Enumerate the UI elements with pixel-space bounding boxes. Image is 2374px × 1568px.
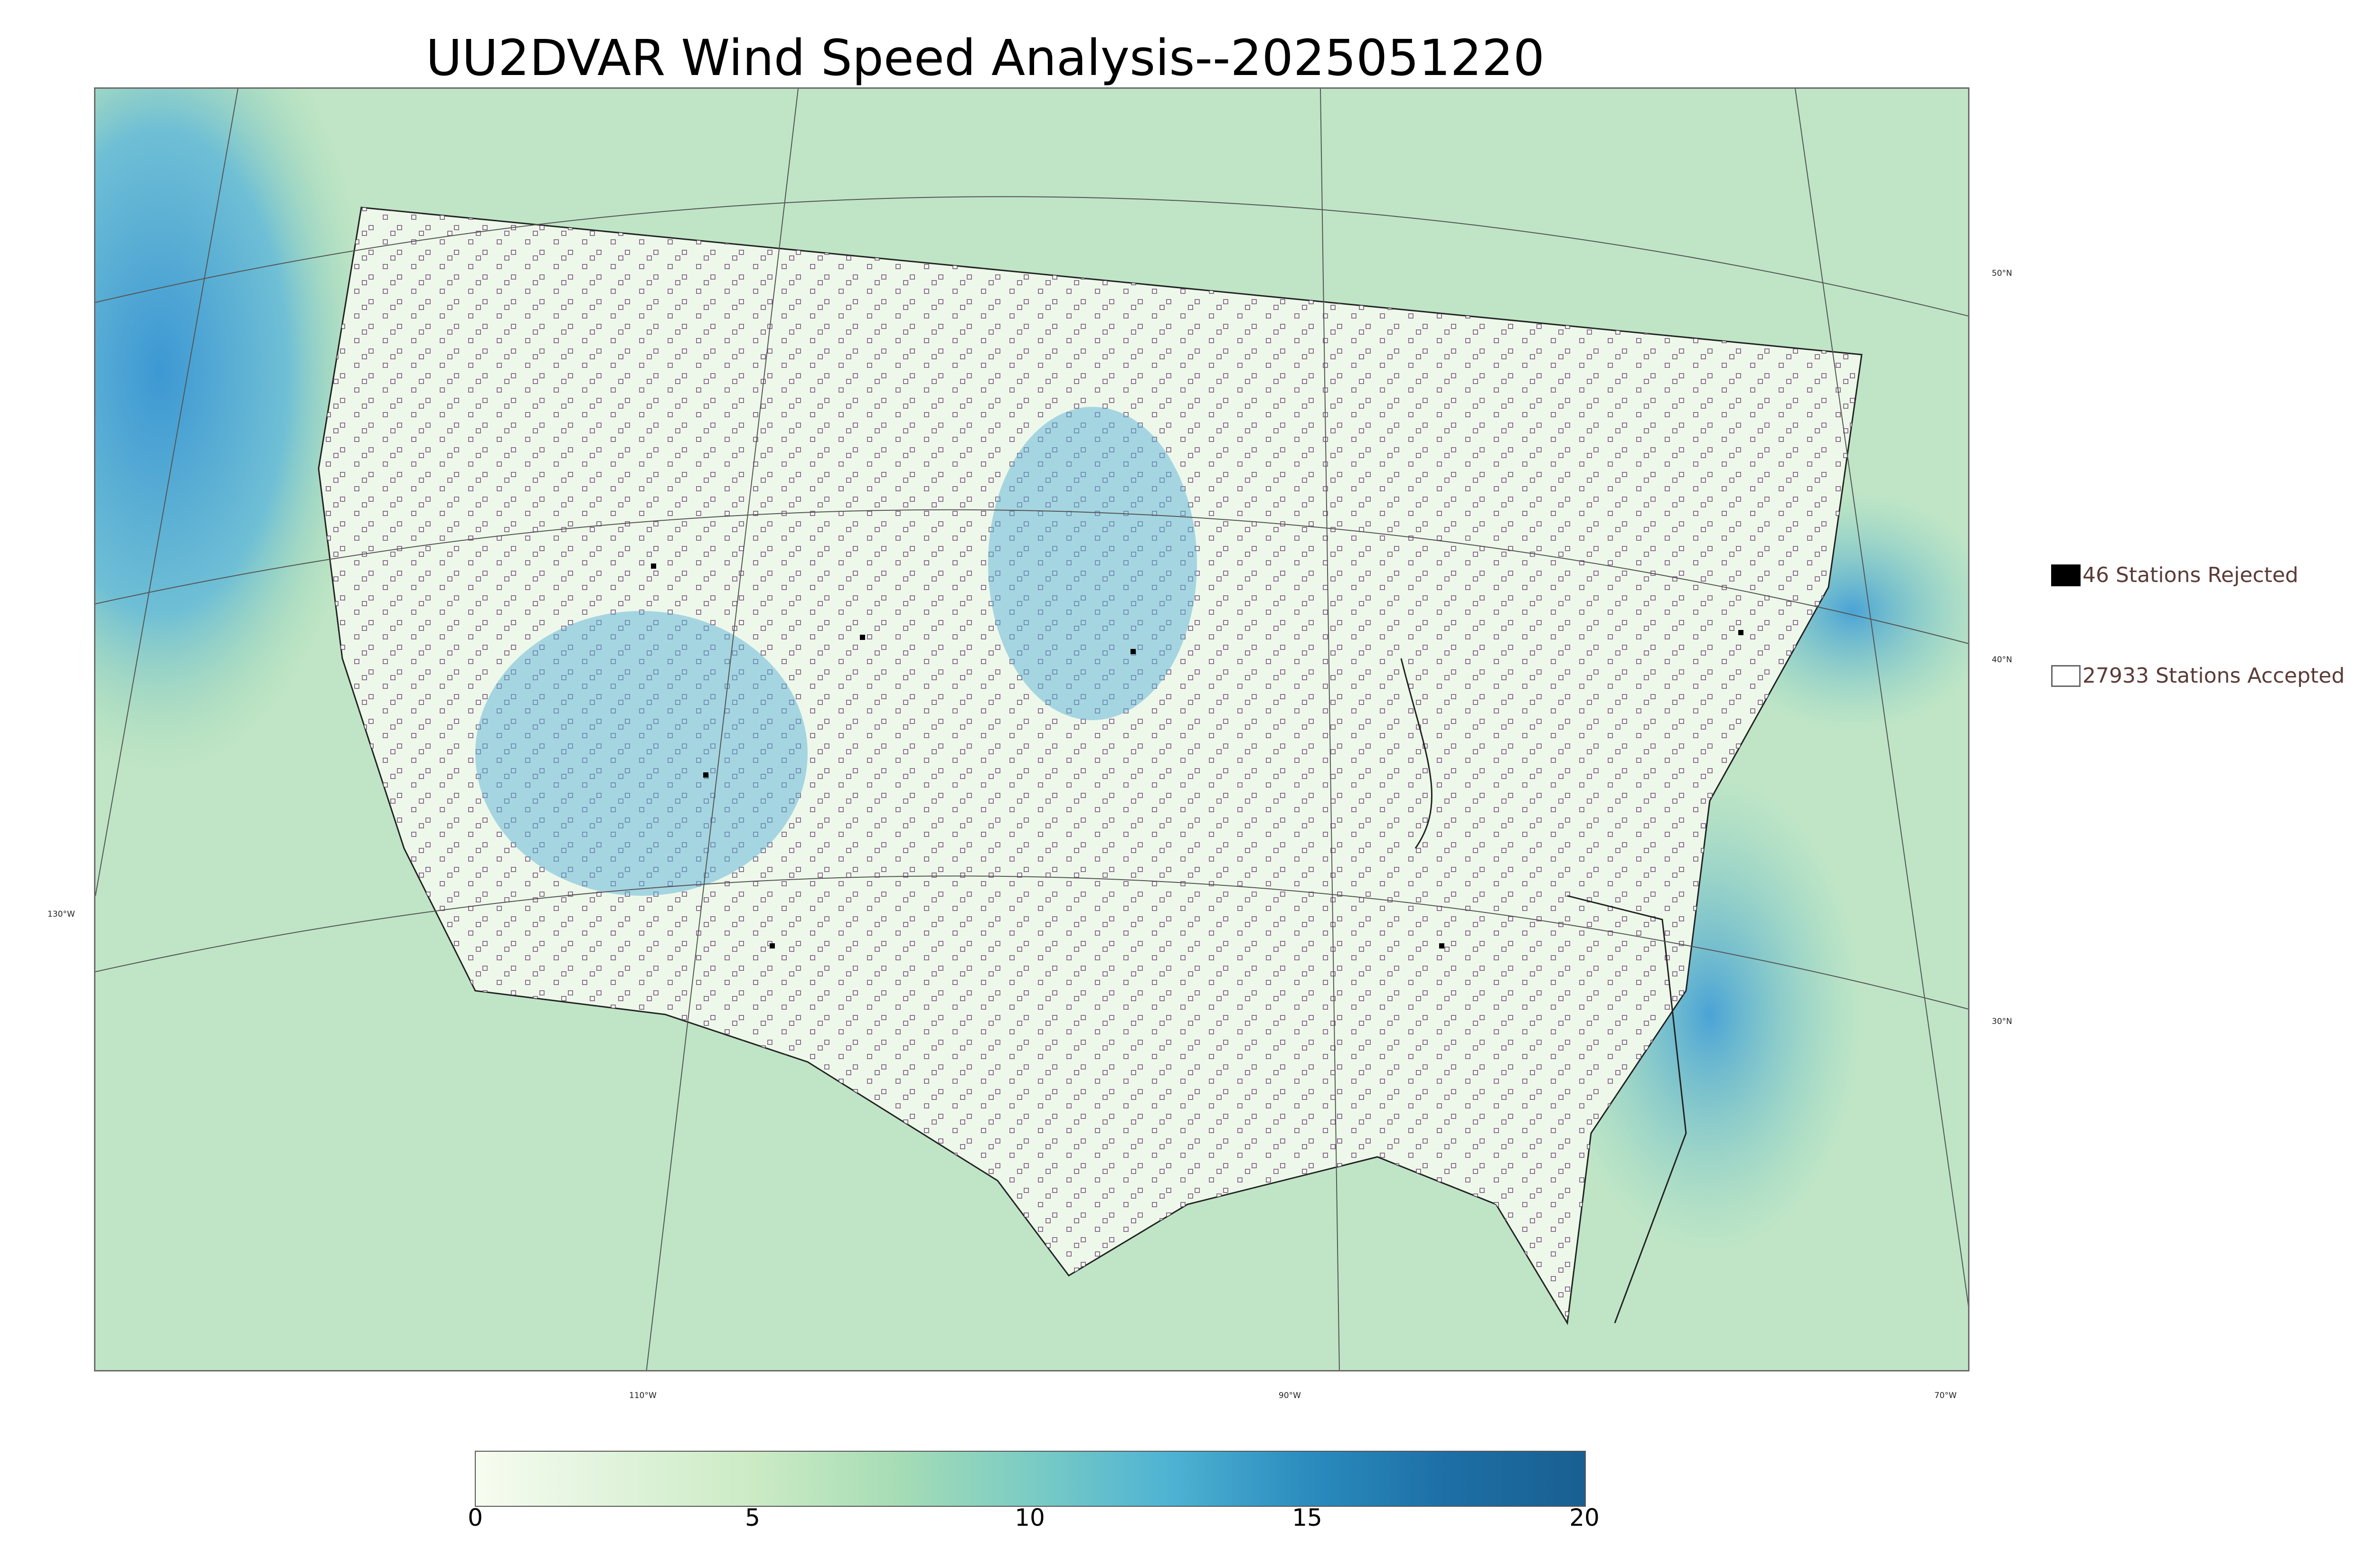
lon-label-70w: 70°W: [1934, 1391, 1957, 1400]
map-canvas: [95, 89, 1968, 1370]
lon-label-110w: 110°W: [629, 1391, 657, 1400]
colorbar-tick-10: 10: [1015, 1504, 1045, 1531]
wind-speed-map[interactable]: [94, 87, 1969, 1371]
colorbar-tick-0: 0: [468, 1504, 483, 1531]
rejected-stations: [651, 563, 1743, 948]
lon-label-130w: 130°W: [47, 910, 75, 919]
lon-label-90w: 90°W: [1279, 1391, 1301, 1400]
chart-title: UU2DVAR Wind Speed Analysis--2025051220: [425, 29, 1545, 87]
legend-rejected: 46 Stations Rejected: [2051, 563, 2299, 587]
colorbar-tick-15: 15: [1292, 1504, 1322, 1531]
lat-label-50n: 50°N: [1992, 269, 2012, 278]
rejected-swatch: [2051, 564, 2081, 586]
accepted-label: 27933 Stations Accepted: [2082, 664, 2345, 688]
colorbar-tick-5: 5: [745, 1504, 760, 1531]
east-coast-outline: [1567, 895, 1687, 1324]
accepted-stations-layer: [319, 207, 1862, 1323]
accepted-swatch: [2051, 665, 2081, 687]
great-basin-wind-area: [475, 611, 808, 896]
lake-michigan-outline: [1400, 658, 1432, 849]
lat-label-40n: 40°N: [1992, 655, 2012, 665]
colorbar-tick-20: 20: [1569, 1504, 1600, 1531]
graticule: [95, 89, 1968, 1370]
rejected-label: 46 Stations Rejected: [2082, 563, 2299, 587]
colorbar: [475, 1451, 1586, 1507]
northern-plains-wind-area: [988, 407, 1197, 720]
legend-accepted: 27933 Stations Accepted: [2051, 664, 2345, 688]
lat-label-30n: 30°N: [1992, 1017, 2012, 1026]
